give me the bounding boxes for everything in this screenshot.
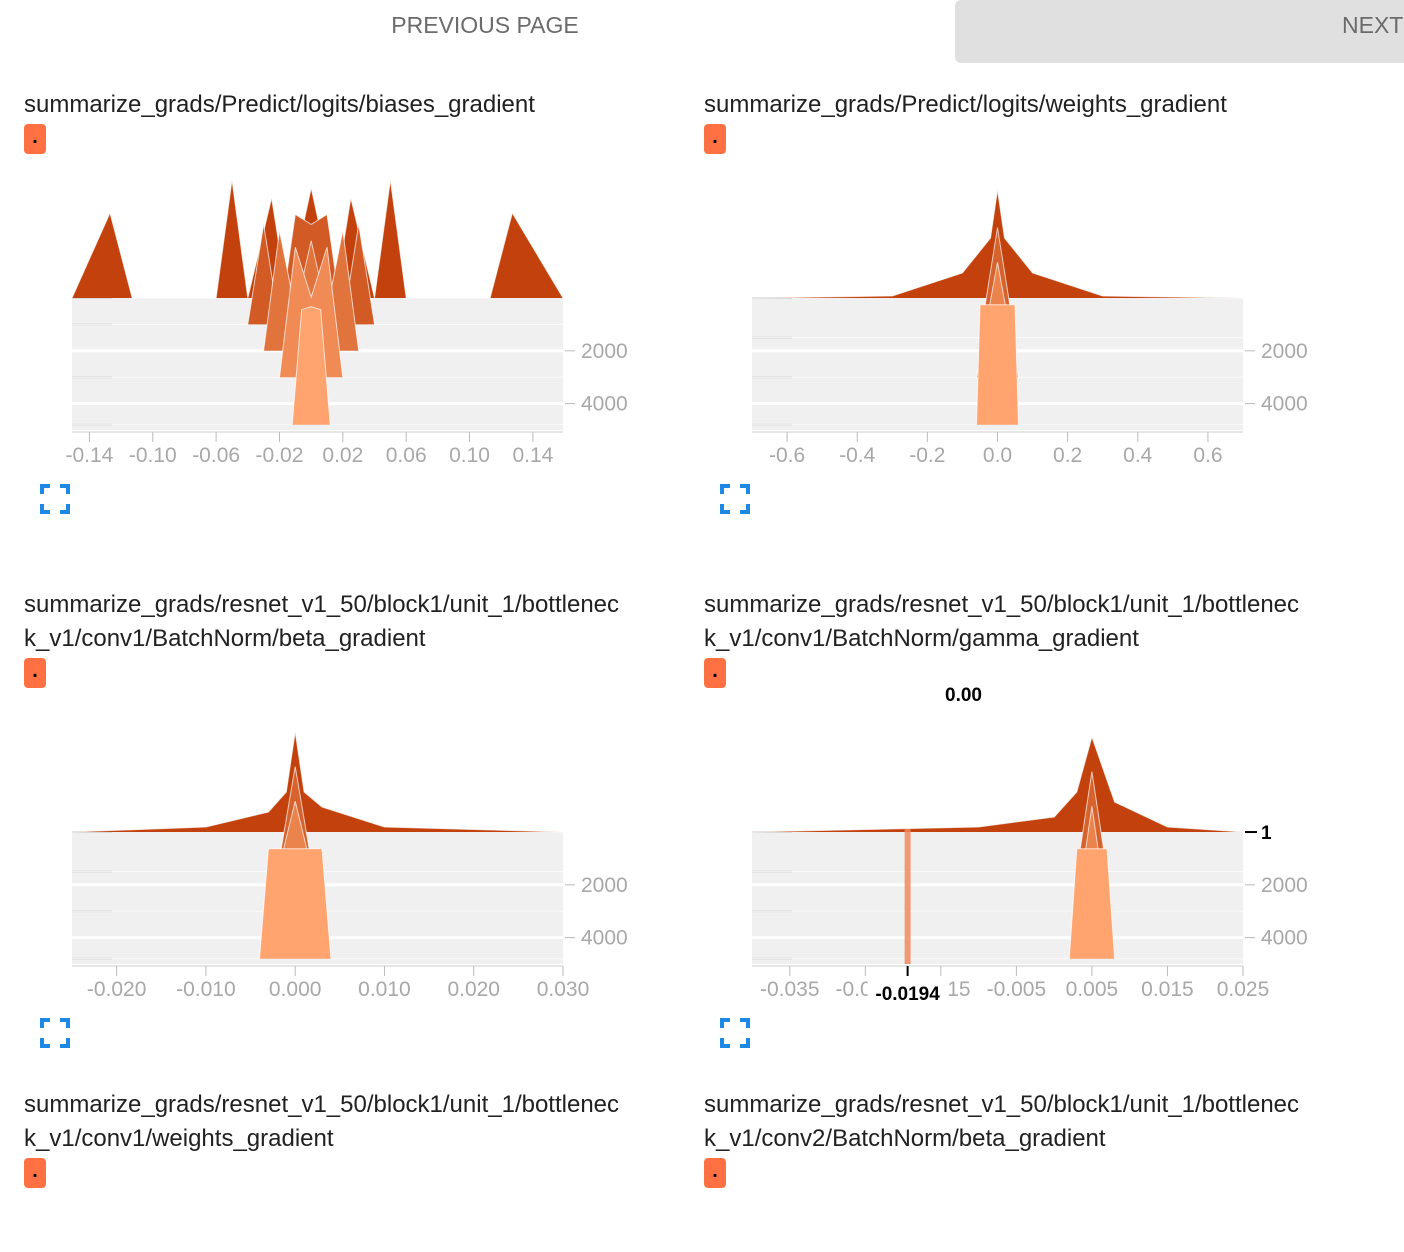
- histogram-slice: [752, 304, 1243, 426]
- run-tag: .: [704, 124, 726, 154]
- hover-x-label: -0.0194: [875, 984, 940, 1005]
- expand-button[interactable]: [720, 1018, 750, 1048]
- x-tick-label: 0.02: [322, 444, 363, 467]
- x-tick-label: 0.6: [1193, 444, 1222, 467]
- expand-icon: [40, 1018, 70, 1048]
- x-tick-label: 0.030: [537, 978, 590, 1001]
- x-tick-label: 0.000: [269, 978, 322, 1001]
- histogram-card: summarize_grads/resnet_v1_50/block1/unit…: [24, 588, 664, 1048]
- next-page-button[interactable]: NEXT: [955, 0, 1404, 63]
- x-tick-label: -0.14: [65, 444, 113, 467]
- histogram-card: summarize_grads/Predict/logits/weights_g…: [704, 88, 1344, 514]
- y-tick-label: 4000: [1261, 393, 1308, 416]
- y-tick-label: 2000: [1261, 340, 1308, 363]
- previous-page-button[interactable]: PREVIOUS PAGE: [391, 12, 579, 38]
- card-title: summarize_grads/Predict/logits/weights_g…: [704, 91, 1227, 118]
- histogram-slice: [72, 801, 563, 912]
- histogram-slice: [751, 735, 1244, 833]
- histogram-card: summarize_grads/Predict/logits/biases_gr…: [24, 88, 664, 514]
- run-tag: .: [24, 124, 46, 154]
- y-tick-label: 2000: [1261, 874, 1308, 897]
- x-tick-label: -0.06: [192, 444, 240, 467]
- x-tick-label: 0.020: [447, 978, 500, 1001]
- x-tick-label: -0.02: [256, 444, 304, 467]
- x-tick-label: 0.015: [1141, 978, 1194, 1001]
- x-tick-label: -0.4: [839, 444, 876, 467]
- histogram-slice: [752, 771, 1243, 873]
- x-tick-label: -0.010: [176, 978, 236, 1001]
- x-tick-label: 0.005: [1066, 978, 1119, 1001]
- hover-x-label-bg: [867, 980, 948, 1006]
- x-tick-label: 0.0: [983, 444, 1012, 467]
- histogram-chart: 2000 4000 -0.14 -0.10 -0.06 -0.02 0.02 0.06 0.10…: [65, 179, 628, 467]
- expand-button[interactable]: [40, 1018, 70, 1048]
- expand-icon: [720, 484, 750, 514]
- expand-icon: [40, 484, 70, 514]
- histogram-chart: 2000 4000 -0.020 -0.010 0.000 0.010 0.020 0.030: [71, 731, 628, 1001]
- x-tick-label: -0.035: [760, 978, 820, 1001]
- card-title: summarize_grads/resnet_v1_50/block1/unit…: [24, 1091, 620, 1152]
- y-tick-label: 4000: [1261, 927, 1308, 950]
- x-tick-label: 0.10: [449, 444, 490, 467]
- histogram-slice: [71, 731, 564, 833]
- run-tag: .: [24, 658, 46, 688]
- x-tick-label: 0.06: [386, 444, 427, 467]
- x-tick-label: -0.020: [87, 978, 147, 1001]
- run-tag: .: [704, 658, 726, 688]
- histogram-slice: [72, 848, 563, 960]
- x-tick-label: 0.14: [512, 444, 553, 467]
- histogram-chart: 20004000-0.035-0.025-0.015-0.0050.0050.0…: [751, 685, 1308, 1006]
- histogram-chart: 2000 4000 -0.6 -0.4 -0.2 0.0 0.2 0.4 0.6: [751, 189, 1308, 467]
- expand-icon: [720, 1018, 750, 1048]
- x-tick-label: -0.6: [769, 444, 805, 467]
- x-tick-label: 0.2: [1053, 444, 1082, 467]
- histogram-card: summarize_grads/resnet_v1_50/block1/unit…: [704, 588, 1344, 1048]
- hover-band: [904, 829, 911, 964]
- card-title: summarize_grads/resnet_v1_50/block1/unit…: [704, 591, 1300, 652]
- y-tick-label: 4000: [581, 927, 628, 950]
- card-title: summarize_grads/resnet_v1_50/block1/unit…: [24, 591, 620, 652]
- histogram-slice: [752, 848, 1243, 960]
- card-title: summarize_grads/resnet_v1_50/block1/unit…: [704, 1091, 1300, 1152]
- histogram-slice: [72, 766, 563, 873]
- expand-button[interactable]: [40, 484, 70, 514]
- next-label: NEXT: [1342, 12, 1404, 38]
- x-tick-label: -0.005: [987, 978, 1047, 1001]
- y-tick-label: 2000: [581, 874, 628, 897]
- hover-count-label: 0.00: [945, 685, 982, 706]
- x-tick-label: 0.025: [1217, 978, 1270, 1001]
- histogram-card: summarize_grads/resnet_v1_50/block1/unit…: [704, 1088, 1344, 1188]
- y-tick-label: 2000: [581, 340, 628, 363]
- run-tag: .: [24, 1158, 46, 1188]
- x-tick-label: -0.2: [909, 444, 945, 467]
- hover-y-label: 1: [1261, 823, 1272, 844]
- x-tick-label: 0.4: [1123, 444, 1153, 467]
- card-title: summarize_grads/Predict/logits/biases_gr…: [24, 91, 535, 118]
- x-tick-label: -0.10: [129, 444, 177, 467]
- step-background: [752, 832, 1243, 964]
- histogram-card: summarize_grads/resnet_v1_50/block1/unit…: [24, 1088, 664, 1188]
- histogram-slice: [72, 306, 563, 426]
- histogram-slice: [752, 806, 1243, 912]
- x-tick-label: 0.010: [358, 978, 411, 1001]
- y-tick-label: 4000: [581, 393, 628, 416]
- run-tag: .: [704, 1158, 726, 1188]
- expand-button[interactable]: [720, 484, 750, 514]
